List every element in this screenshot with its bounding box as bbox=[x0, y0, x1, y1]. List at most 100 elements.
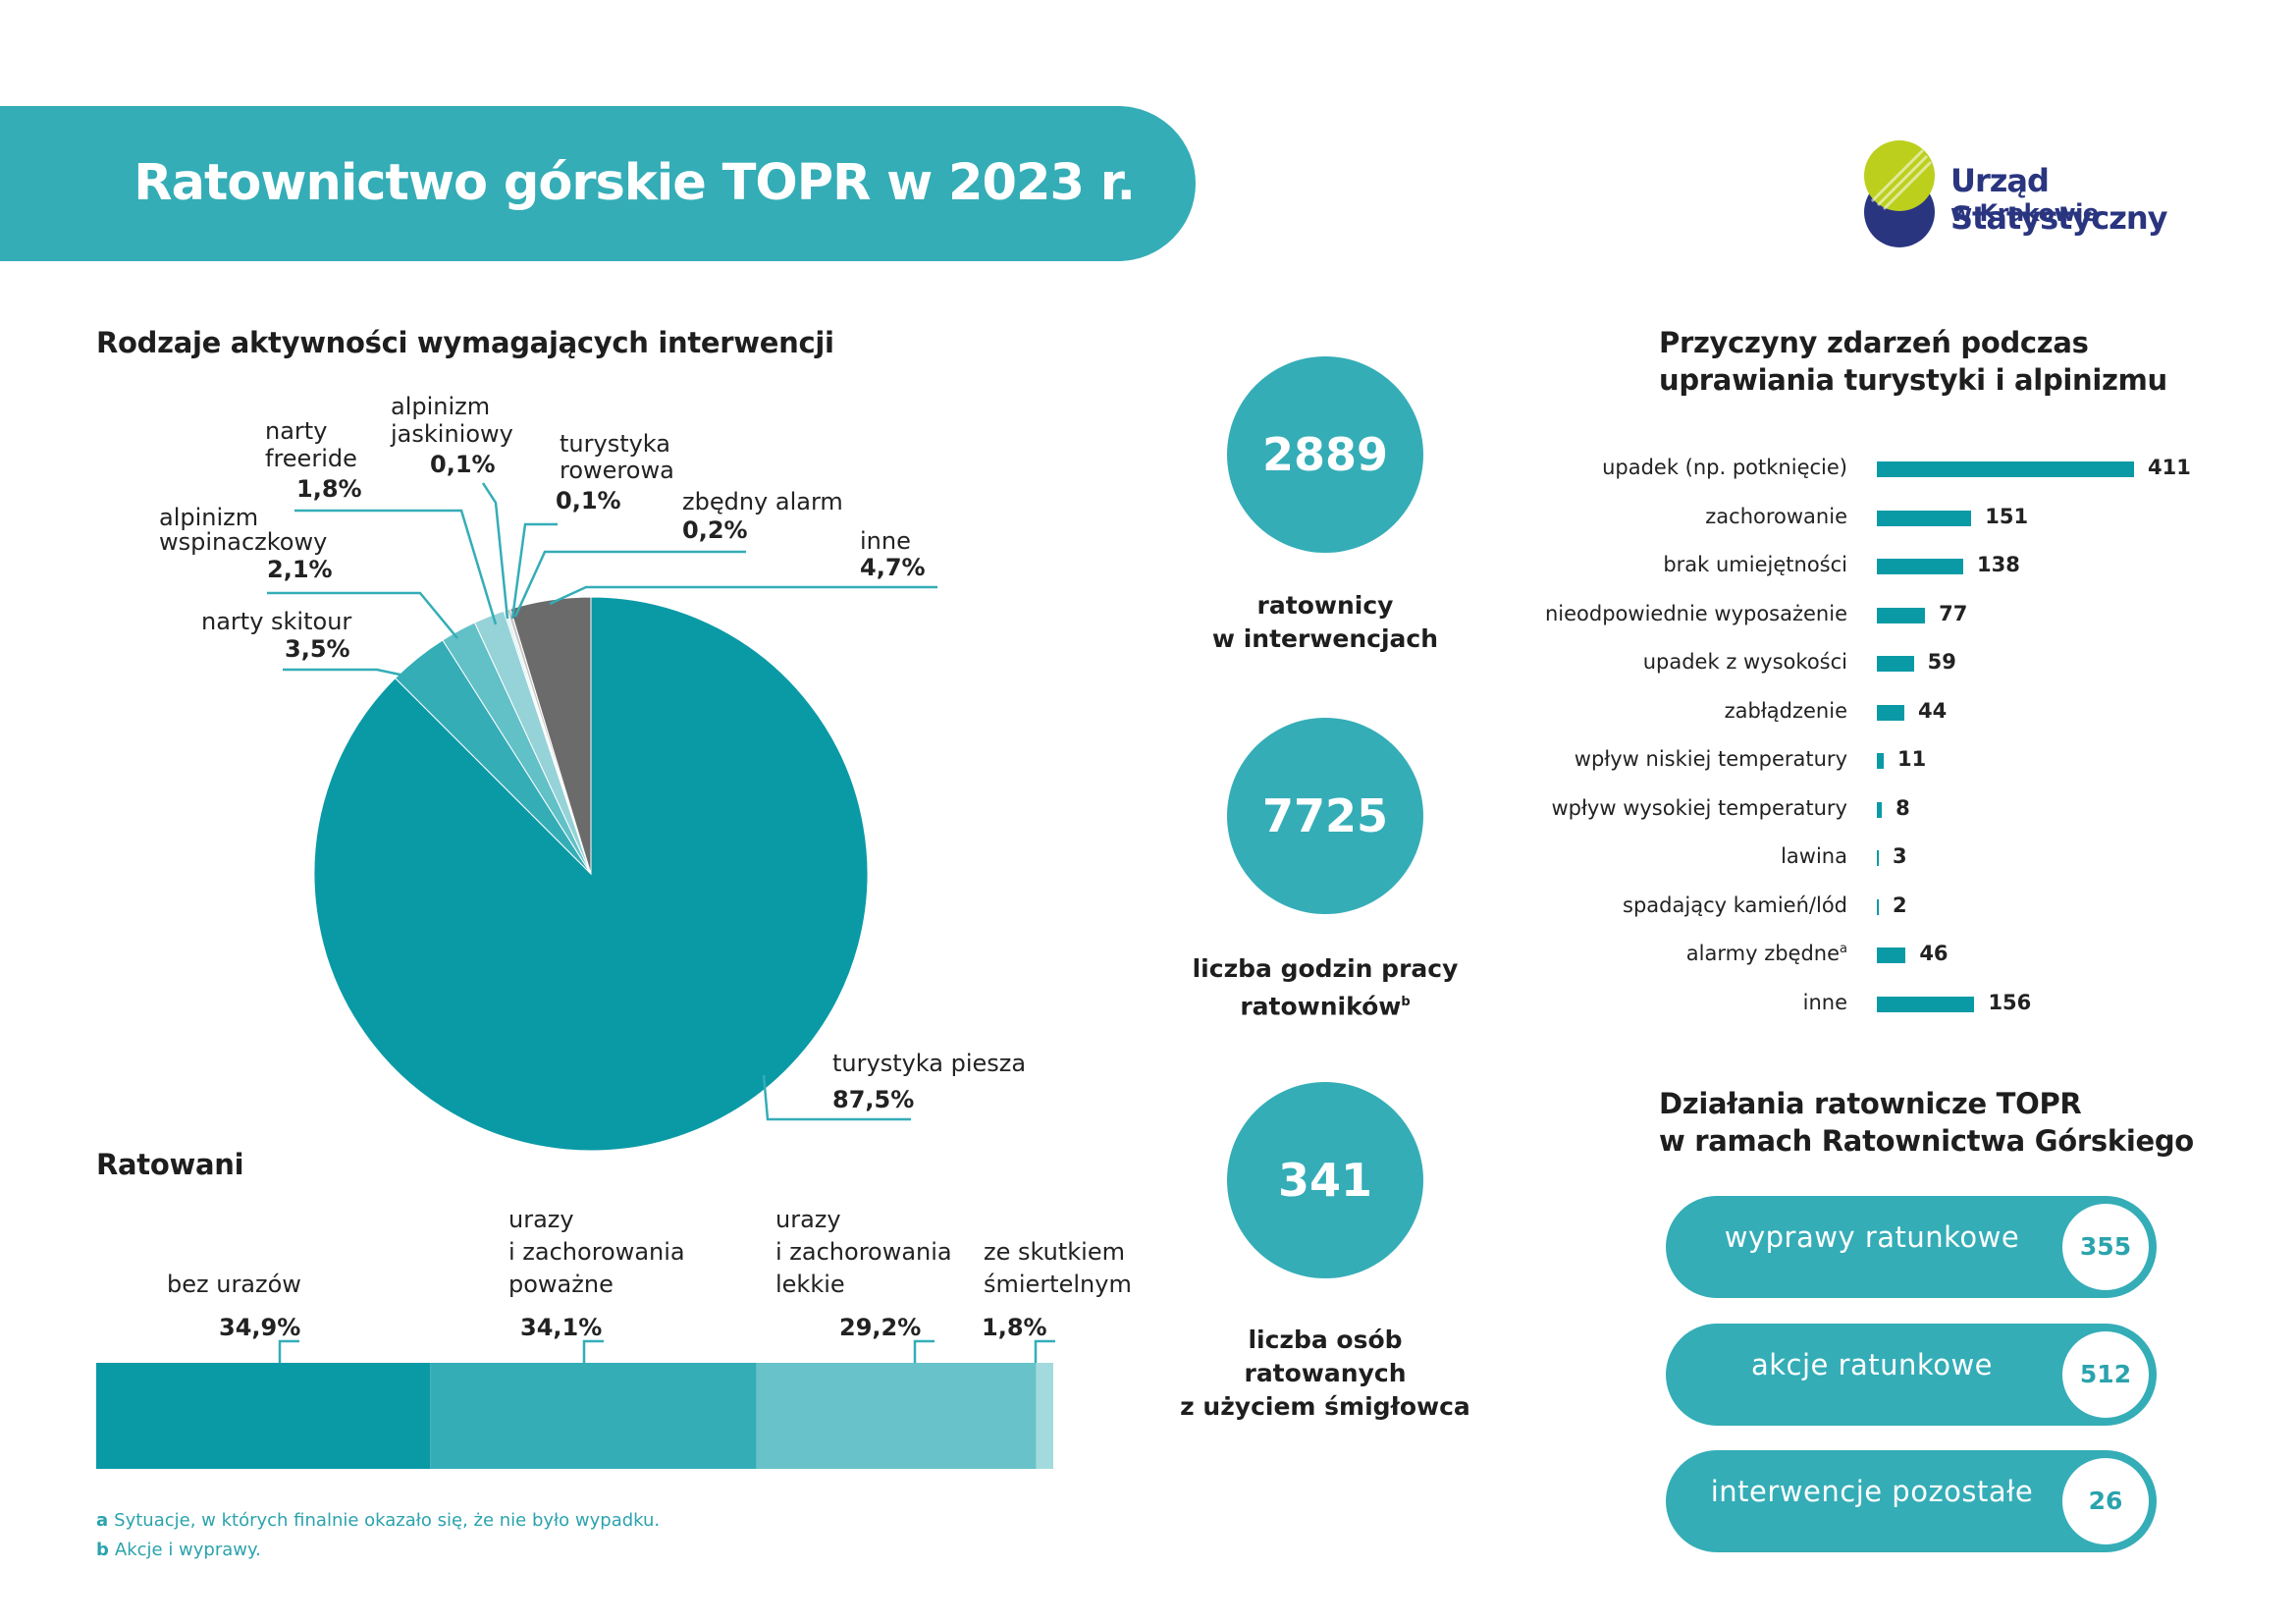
label-urazy-powazne-3: poważne bbox=[508, 1271, 614, 1298]
action-value-pozostale: 26 bbox=[2062, 1458, 2149, 1544]
causes-title-1: Przyczyny zdarzeń podczas bbox=[1659, 326, 2089, 359]
label-urazy-lekkie-2: i zachorowania bbox=[775, 1238, 952, 1266]
kpi-circle-rescuers: 2889 bbox=[1227, 356, 1423, 553]
footnote-b-text: Akcje i wyprawy. bbox=[114, 1540, 261, 1560]
leader-line-4 bbox=[481, 482, 509, 620]
activity-pie-chart bbox=[96, 482, 1055, 1469]
logo-icon bbox=[1864, 140, 1935, 247]
pie-slice-7 bbox=[509, 596, 592, 875]
kpi-label-rescuers: ratownicy w interwencjach bbox=[1183, 589, 1468, 656]
value-smiertelne: 1,8% bbox=[982, 1314, 1047, 1341]
leader-line-6 bbox=[513, 550, 746, 618]
cause-label-0: upadek (np. potknięcie) bbox=[1602, 456, 1847, 479]
cause-value-6: 11 bbox=[1897, 747, 1927, 771]
label-alpinizm-wspinaczkowy-2: wspinaczkowy bbox=[159, 528, 328, 556]
value-bez-urazow: 34,9% bbox=[219, 1314, 301, 1341]
cause-label-7: wpływ wysokiej temperatury bbox=[1551, 795, 1847, 820]
stacked-segment-0 bbox=[96, 1363, 431, 1469]
cause-value-2: 138 bbox=[1976, 553, 2020, 576]
footnote-ref-b: b bbox=[1401, 995, 1411, 1009]
cause-bar-5 bbox=[1877, 704, 1905, 721]
label-urazy-lekkie-1: urazy bbox=[775, 1206, 841, 1233]
leader-line-11 bbox=[1034, 1339, 1055, 1363]
actions-title-2: w ramach Ratownictwa Górskiego bbox=[1659, 1124, 2194, 1158]
footnote-a-mark: a bbox=[96, 1510, 109, 1531]
logo-line1: Urząd Statystyczny bbox=[1950, 162, 2168, 237]
value-narty-freeride: 1,8% bbox=[296, 475, 362, 503]
label-narty-freeride-2: freeride bbox=[265, 445, 357, 472]
label-urazy-powazne-2: i zachorowania bbox=[508, 1238, 685, 1266]
rescued-section-title: Ratowani bbox=[96, 1148, 244, 1181]
value-zbedny-alarm: 0,2% bbox=[682, 516, 748, 544]
label-urazy-lekkie-3: lekkie bbox=[775, 1271, 845, 1298]
logo: Urząd Statystyczny w Krakowie bbox=[1860, 140, 2223, 250]
cause-bar-1 bbox=[1877, 510, 1972, 526]
cause-value-8: 3 bbox=[1893, 844, 1907, 868]
cause-value-5: 44 bbox=[1918, 698, 1948, 723]
cause-label-6: wpływ niskiej temperatury bbox=[1574, 747, 1847, 771]
label-alpinizm-wspinaczkowy-1: alpinizm bbox=[159, 504, 259, 531]
cause-bar-2 bbox=[1877, 559, 1963, 574]
action-label-akcje: akcje ratunkowe bbox=[1750, 1348, 1993, 1381]
kpi-label-helicopter-2: z użyciem śmigłowca bbox=[1180, 1392, 1470, 1421]
stacked-segment-1 bbox=[430, 1363, 757, 1469]
cause-value-4: 59 bbox=[1927, 650, 1956, 674]
label-alpinizm-jaskiniowy-2: jaskiniowy bbox=[391, 420, 513, 448]
footnote-a: a Sytuacje, w których finalnie okazało si… bbox=[96, 1510, 660, 1531]
label-alpinizm-jaskiniowy-1: alpinizm bbox=[391, 393, 491, 420]
action-value-akcje: 512 bbox=[2062, 1331, 2149, 1418]
stacked-segment-2 bbox=[756, 1363, 1037, 1469]
label-turystyka-rowerowa-2: rowerowa bbox=[560, 457, 674, 484]
logo-line2: w Krakowie bbox=[1950, 199, 2099, 227]
cause-bar-4 bbox=[1877, 656, 1914, 672]
cause-bar-8 bbox=[1877, 850, 1879, 866]
leader-line-8 bbox=[278, 1339, 299, 1363]
header-banner: Ratownictwo górskie TOPR w 2023 r. bbox=[0, 106, 1196, 261]
cause-bar-6 bbox=[1877, 753, 1884, 769]
label-smiertelne-1: ze skutkiem bbox=[984, 1238, 1125, 1266]
cause-bar-7 bbox=[1877, 801, 1883, 818]
value-alpinizm-wspinaczkowy: 2,1% bbox=[267, 556, 333, 583]
cause-bar-9 bbox=[1877, 898, 1879, 915]
footnote-a-text: Sytuacje, w których finalnie okazało się… bbox=[114, 1510, 661, 1531]
cause-value-9: 2 bbox=[1893, 893, 1907, 917]
footnote-ref-a: a bbox=[1840, 942, 1847, 956]
cause-value-7: 8 bbox=[1896, 795, 1910, 820]
cause-label-8: lawina bbox=[1781, 844, 1847, 868]
cause-value-3: 77 bbox=[1939, 601, 1968, 625]
cause-label-4: upadek z wysokości bbox=[1642, 650, 1847, 674]
kpi-label-rescuers-1: ratownicy bbox=[1256, 591, 1394, 620]
leader-line-2 bbox=[267, 591, 458, 639]
cause-label-11: inne bbox=[1802, 990, 1847, 1014]
cause-bar-3 bbox=[1877, 607, 1926, 623]
kpi-label-rescuers-2: w interwencjach bbox=[1211, 624, 1439, 653]
label-narty-freeride-1: narty bbox=[265, 417, 328, 445]
label-urazy-powazne-1: urazy bbox=[508, 1206, 574, 1233]
causes-bar-chart: upadek (np. potknięcie) zachorowanie brak … bbox=[1472, 452, 2277, 1021]
label-zbedny-alarm: zbędny alarm bbox=[682, 488, 843, 515]
leader-line-10 bbox=[913, 1339, 934, 1363]
pie-slice-0 bbox=[313, 596, 869, 1152]
cause-label-3: nieodpowiednie wyposażenie bbox=[1544, 601, 1847, 625]
cause-value-11: 156 bbox=[1988, 990, 2032, 1014]
kpi-label-hours-1: liczba godzin pracy bbox=[1192, 954, 1459, 983]
kpi-label-helicopter: liczba osób ratowanych z użyciem śmigłow… bbox=[1173, 1324, 1477, 1424]
cause-value-1: 151 bbox=[1985, 504, 2029, 528]
kpi-circle-hours: 7725 bbox=[1227, 718, 1423, 914]
stacked-segment-3 bbox=[1036, 1363, 1053, 1469]
value-urazy-powazne: 34,1% bbox=[520, 1314, 603, 1341]
cause-bar-10 bbox=[1877, 947, 1906, 963]
footnote-b: b Akcje i wyprawy. bbox=[96, 1540, 261, 1560]
kpi-label-hours-2: ratowników bbox=[1240, 992, 1402, 1021]
actions-title-1: Działania ratownicze TOPR bbox=[1659, 1087, 2082, 1120]
leader-line-5 bbox=[510, 522, 558, 620]
cause-value-0: 411 bbox=[2148, 456, 2191, 479]
action-value-wyprawy: 355 bbox=[2062, 1204, 2149, 1290]
causes-title-2: uprawiania turystyki i alpinizmu bbox=[1659, 363, 2167, 397]
value-turystyka-piesza: 87,5% bbox=[832, 1086, 915, 1113]
kpi-label-hours: liczba godzin pracy ratownikówb bbox=[1183, 952, 1468, 1023]
kpi-label-helicopter-1: liczba osób ratowanych bbox=[1244, 1326, 1407, 1387]
label-smiertelne-2: śmiertelnym bbox=[984, 1271, 1132, 1298]
leader-line-9 bbox=[582, 1339, 604, 1363]
pie-section-title: Rodzaje aktywności wymagających interwen… bbox=[96, 326, 834, 359]
